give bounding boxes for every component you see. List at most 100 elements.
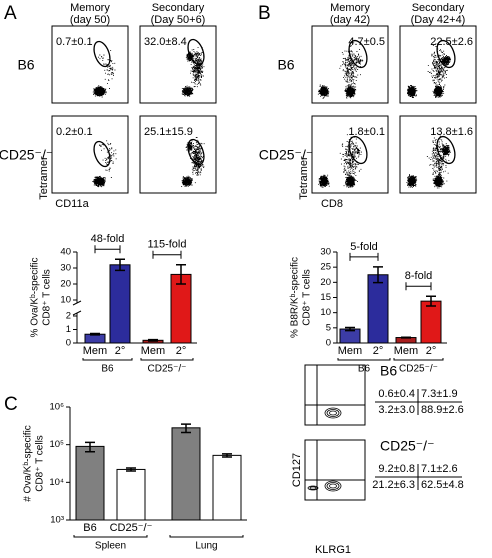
y-axis-label: CD8⁺ T cells <box>42 269 53 326</box>
x-tick-label: 2° <box>176 345 187 357</box>
frequency-label: 32.0±8.4 <box>144 36 187 48</box>
contour <box>326 482 340 490</box>
x-tick-label: 2° <box>115 345 126 357</box>
row-label: B6 <box>17 57 34 73</box>
y-axis-label: CD127 <box>291 453 303 487</box>
y-tick-label: 10³ <box>50 515 64 526</box>
group-bracket <box>82 358 133 361</box>
frequency-label: 0.2±0.1 <box>56 126 93 138</box>
y-tick-label: 30 <box>320 247 331 258</box>
row-label: B6 <box>380 363 397 379</box>
x-tick-label: Mem <box>394 345 418 357</box>
x-tick-label: Mem <box>338 345 362 357</box>
contour <box>324 407 342 419</box>
y-tick-label: 0 <box>66 338 71 349</box>
quadrant-value: 7.1±2.6 <box>421 463 458 475</box>
fold-annotation: 8-fold <box>405 270 433 282</box>
column-header: Memory <box>70 2 110 14</box>
error-bar <box>401 336 411 339</box>
frequency-label: 22.5±2.6 <box>430 36 473 48</box>
y-axis-label: # Ova/Kᵇ-specific <box>23 425 34 502</box>
flow-events <box>318 134 362 189</box>
row-label: CD25⁻/⁻ <box>380 438 434 454</box>
group-bracket <box>393 358 444 361</box>
error-bar <box>373 266 383 284</box>
y-tick-label: 10⁶ <box>50 402 65 413</box>
group-label: B6 <box>101 364 114 375</box>
y-tick-label: 1 <box>66 324 71 335</box>
y-axis-label: CD8⁺ T cells <box>302 269 313 326</box>
y-tick-label: 0 <box>326 338 331 349</box>
quadrant-value: 0.6±0.4 <box>378 388 415 400</box>
row-label: CD25⁻/⁻ <box>259 147 313 163</box>
x-tick-label: Mem <box>141 345 165 357</box>
x-tick-label: Mem <box>83 345 107 357</box>
frequency-label: 25.1±15.9 <box>144 126 193 138</box>
contour <box>324 480 342 492</box>
y-axis-label: CD8⁺ T cells <box>35 435 46 492</box>
flow-plot <box>51 25 129 104</box>
x-tick-label: CD25⁻/⁻ <box>110 522 153 534</box>
x-axis-label: KLRG1 <box>315 544 351 556</box>
quadrant-value: 7.3±1.9 <box>421 388 458 400</box>
y-tick-label: 2 <box>66 311 71 322</box>
y-tick-label: 30 <box>60 263 71 274</box>
group-bracket <box>73 535 148 538</box>
x-tick-label: B6 <box>83 522 96 534</box>
flow-plot <box>51 115 129 194</box>
error-bar <box>90 332 100 336</box>
fold-bracket <box>405 282 432 291</box>
y-tick-label: 5 <box>326 322 331 333</box>
gate <box>348 135 368 165</box>
bar <box>75 445 105 521</box>
fold-annotation: 48-fold <box>91 233 125 245</box>
contour <box>307 485 319 491</box>
column-header: (Day 42+4) <box>411 14 466 26</box>
column-header: Secondary <box>412 2 465 14</box>
group-label: B6 <box>358 364 371 375</box>
y-axis-label: Tetramer <box>298 156 310 200</box>
y-tick-label: 20 <box>60 279 71 290</box>
contour <box>326 409 340 417</box>
flow-events <box>92 140 117 188</box>
axis-break <box>72 300 82 306</box>
bar <box>109 264 131 344</box>
group-label: CD25⁻/⁻ <box>148 364 187 375</box>
gate <box>436 39 456 69</box>
error-bar <box>426 295 436 307</box>
group-bracket <box>337 358 391 361</box>
fold-bracket <box>349 252 379 261</box>
row-label: CD25⁻/⁻ <box>0 147 53 163</box>
y-axis-label: % B8R/Kᵇ-specific <box>290 257 301 338</box>
quadrant-value: 9.2±0.8 <box>378 463 415 475</box>
bar <box>420 300 442 344</box>
y-tick-label: 10 <box>60 295 71 306</box>
y-tick-label: 10⁵ <box>49 439 64 450</box>
axis-break <box>72 310 82 316</box>
group-bracket <box>140 358 194 361</box>
y-tick-label: 40 <box>60 247 71 258</box>
gate <box>348 39 368 69</box>
flow-events <box>317 45 364 99</box>
flow-events <box>407 43 451 98</box>
error-bar <box>115 258 125 272</box>
column-header: (day 50) <box>70 14 110 26</box>
column-header: Memory <box>330 2 370 14</box>
bar <box>116 468 146 521</box>
row-label: B6 <box>277 57 294 73</box>
x-axis-label: CD11a <box>55 198 89 210</box>
contour <box>329 410 337 416</box>
fold-annotation: 5-fold <box>350 241 378 253</box>
panel-letter: A <box>4 3 17 24</box>
error-bar <box>181 423 191 434</box>
y-tick-label: 10 <box>320 307 331 318</box>
column-header: (day 42) <box>330 14 370 26</box>
bar <box>367 274 389 344</box>
frequency-label: 13.8±1.6 <box>430 126 473 138</box>
frequency-label: 1.8±0.1 <box>348 126 385 138</box>
bar <box>171 427 201 521</box>
quadrant-value: 3.2±3.0 <box>378 404 415 416</box>
y-axis-label: % Ova/Kᵇ-specific <box>30 258 41 338</box>
quadrant-value: 62.5±4.8 <box>421 479 464 491</box>
